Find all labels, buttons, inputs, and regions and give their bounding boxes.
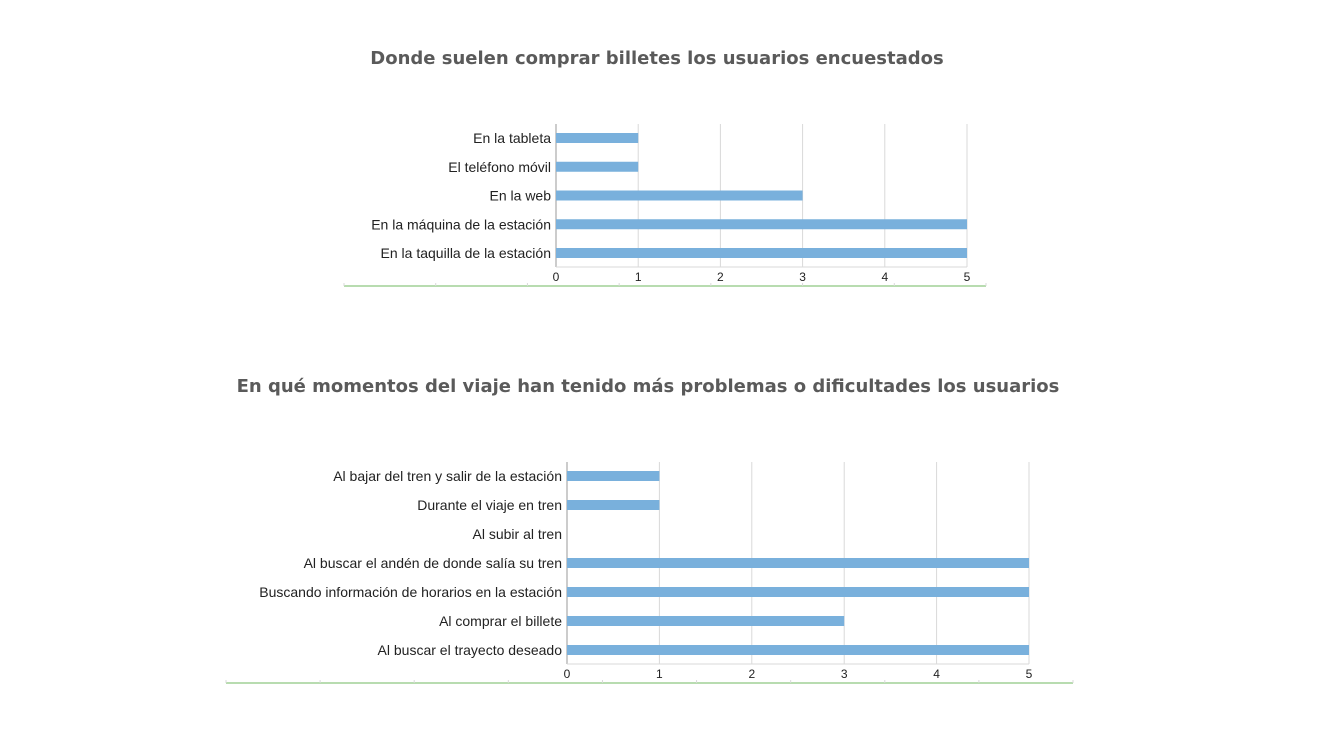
bar [556, 161, 639, 172]
bar [556, 133, 639, 143]
x-tick-label: 2 [748, 667, 755, 681]
x-tick-label: 0 [553, 270, 560, 284]
bar [567, 471, 660, 481]
chart-2-title: En qué momentos del viaje han tenido más… [236, 376, 1060, 397]
category-label: Durante el viaje en tren [417, 497, 562, 513]
category-label: Al comprar el billete [439, 613, 562, 629]
x-tick-label: 4 [933, 667, 940, 681]
category-label: Al subir al tren [473, 526, 562, 542]
category-label: En la web [490, 188, 552, 204]
x-tick-label: 3 [841, 667, 848, 681]
bar [567, 645, 1029, 655]
bar [556, 190, 803, 201]
category-label: En la taquilla de la estación [381, 245, 551, 261]
bar [567, 587, 1029, 597]
category-label: El teléfono móvil [448, 159, 551, 175]
bar [567, 500, 660, 510]
category-label: Al buscar el trayecto deseado [378, 642, 563, 658]
category-label: En la tableta [473, 130, 551, 146]
x-tick-label: 4 [881, 270, 888, 284]
x-tick-label: 1 [656, 667, 663, 681]
bar [556, 248, 967, 258]
x-tick-label: 0 [564, 667, 571, 681]
x-tick-label: 3 [799, 270, 806, 284]
bar [567, 558, 1029, 568]
x-tick-label: 1 [635, 270, 642, 284]
category-label: Al bajar del tren y salir de la estación [333, 468, 562, 484]
bar [556, 219, 967, 230]
chart-1-title: Donde suelen comprar billetes los usuari… [370, 48, 944, 69]
category-label: Buscando información de horarios en la e… [259, 584, 562, 600]
category-label: Al buscar el andén de donde salía su tre… [304, 555, 562, 571]
x-tick-label: 5 [1026, 667, 1033, 681]
category-label: En la máquina de la estación [371, 216, 551, 232]
x-tick-label: 5 [964, 270, 971, 284]
bar [567, 616, 845, 626]
x-tick-label: 2 [717, 270, 724, 284]
